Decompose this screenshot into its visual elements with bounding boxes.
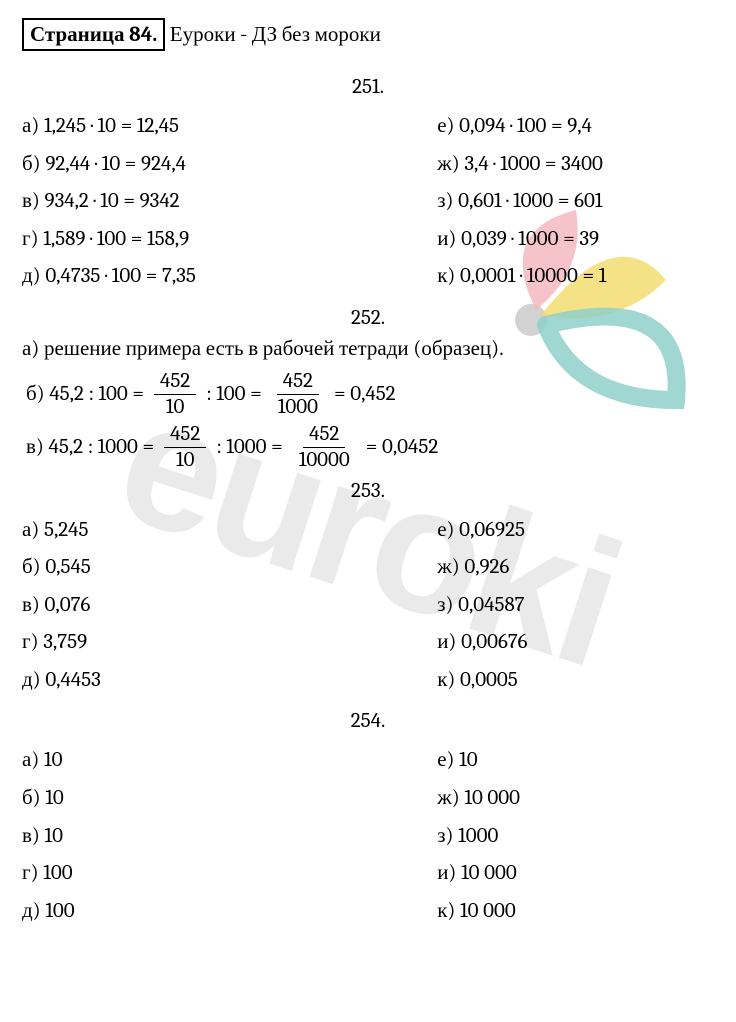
p253-i: и) 0,00676: [437, 626, 714, 659]
problem-number-254: 254.: [22, 709, 714, 733]
p251-g: г) 1,589 · 100 = 158,9: [22, 223, 437, 256]
p253-e: е) 0,06925: [437, 514, 714, 547]
p254-k: к) 10 000: [437, 895, 714, 928]
problem-254-left: а) 10 б) 10 в) 10 г) 100 д) 100: [22, 739, 437, 932]
p252-b-lhs: б) 45,2 : 100 =: [26, 384, 144, 405]
p252-v-frac2: 452 10000: [293, 424, 356, 471]
p252-b-rhs: = 0,452: [334, 384, 396, 405]
p252-line-b: б) 45,2 : 100 = 452 10 : 100 = 452 1000 …: [22, 371, 714, 418]
p251-e: е) 0,094 · 100 = 9,4: [437, 110, 714, 143]
p254-v: в) 10: [22, 820, 437, 853]
p251-k: к) 0,0001 · 10000 = 1: [437, 260, 714, 293]
p251-z: з) 0,601 · 1000 = 601: [437, 185, 714, 218]
p252-v-lhs: в) 45,2 : 1000 =: [26, 437, 154, 458]
p254-d: д) 100: [22, 895, 437, 928]
p253-a: а) 5,245: [22, 514, 437, 547]
p253-g: г) 3,759: [22, 626, 437, 659]
frac-denominator: 10: [160, 395, 190, 418]
problem-253-right: е) 0,06925 ж) 0,926 з) 0,04587 и) 0,0067…: [437, 509, 714, 702]
problem-number-252: 252.: [22, 306, 714, 330]
p251-zh: ж) 3,4 · 1000 = 3400: [437, 148, 714, 181]
p253-zh: ж) 0,926: [437, 551, 714, 584]
page-content: Страница 84. Еуроки - ДЗ без мороки 251.…: [22, 18, 714, 932]
p251-i: и) 0,039 · 1000 = 39: [437, 223, 714, 256]
problem-number-251: 251.: [22, 75, 714, 99]
problem-253-columns: а) 5,245 б) 0,545 в) 0,076 г) 3,759 д) 0…: [22, 509, 714, 702]
p251-v: в) 934,2 · 10 = 9342: [22, 185, 437, 218]
p253-b: б) 0,545: [22, 551, 437, 584]
p251-a: а) 1,245 · 10 = 12,45: [22, 110, 437, 143]
frac-numerator: 452: [154, 371, 196, 395]
problem-254-right: е) 10 ж) 10 000 з) 1000 и) 10 000 к) 10 …: [437, 739, 714, 932]
frac-denominator: 10000: [293, 448, 356, 471]
p254-g: г) 100: [22, 857, 437, 890]
p254-e: е) 10: [437, 744, 714, 777]
frac-denominator: 10: [170, 448, 200, 471]
problem-253-left: а) 5,245 б) 0,545 в) 0,076 г) 3,759 д) 0…: [22, 509, 437, 702]
p252-line-v: в) 45,2 : 1000 = 452 10 : 1000 = 452 100…: [22, 424, 714, 471]
p253-z: з) 0,04587: [437, 589, 714, 622]
p251-b: б) 92,44 · 10 = 924,4: [22, 148, 437, 181]
p251-d: д) 0,4735 · 100 = 7,35: [22, 260, 437, 293]
p252-b-frac1: 452 10: [154, 371, 196, 418]
problem-254-columns: а) 10 б) 10 в) 10 г) 100 д) 100 е) 10 ж)…: [22, 739, 714, 932]
frac-numerator: 452: [277, 371, 319, 395]
p254-b: б) 10: [22, 782, 437, 815]
p252-v-mid: : 1000 =: [216, 437, 282, 458]
frac-numerator: 452: [303, 424, 345, 448]
p254-a: а) 10: [22, 744, 437, 777]
problem-251-left: а) 1,245 · 10 = 12,45 б) 92,44 · 10 = 92…: [22, 105, 437, 298]
p254-i: и) 10 000: [437, 857, 714, 890]
p252-note: а) решение примера есть в рабочей тетрад…: [22, 336, 714, 361]
frac-denominator: 1000: [272, 395, 324, 418]
page-number-box: Страница 84.: [22, 18, 165, 51]
header-subtitle: Еуроки - ДЗ без мороки: [165, 23, 381, 47]
p252-b-mid: : 100 =: [206, 384, 262, 405]
problem-number-253: 253.: [22, 479, 714, 503]
p252-b-frac2: 452 1000: [272, 371, 324, 418]
p252-v-frac1: 452 10: [164, 424, 206, 471]
frac-numerator: 452: [164, 424, 206, 448]
page-header: Страница 84. Еуроки - ДЗ без мороки: [22, 18, 714, 63]
p253-d: д) 0,4453: [22, 664, 437, 697]
p252-v-rhs: = 0,0452: [366, 437, 439, 458]
p253-k: к) 0,0005: [437, 664, 714, 697]
problem-251-right: е) 0,094 · 100 = 9,4 ж) 3,4 · 1000 = 340…: [437, 105, 714, 298]
p254-z: з) 1000: [437, 820, 714, 853]
p254-zh: ж) 10 000: [437, 782, 714, 815]
p253-v: в) 0,076: [22, 589, 437, 622]
problem-251-columns: а) 1,245 · 10 = 12,45 б) 92,44 · 10 = 92…: [22, 105, 714, 298]
